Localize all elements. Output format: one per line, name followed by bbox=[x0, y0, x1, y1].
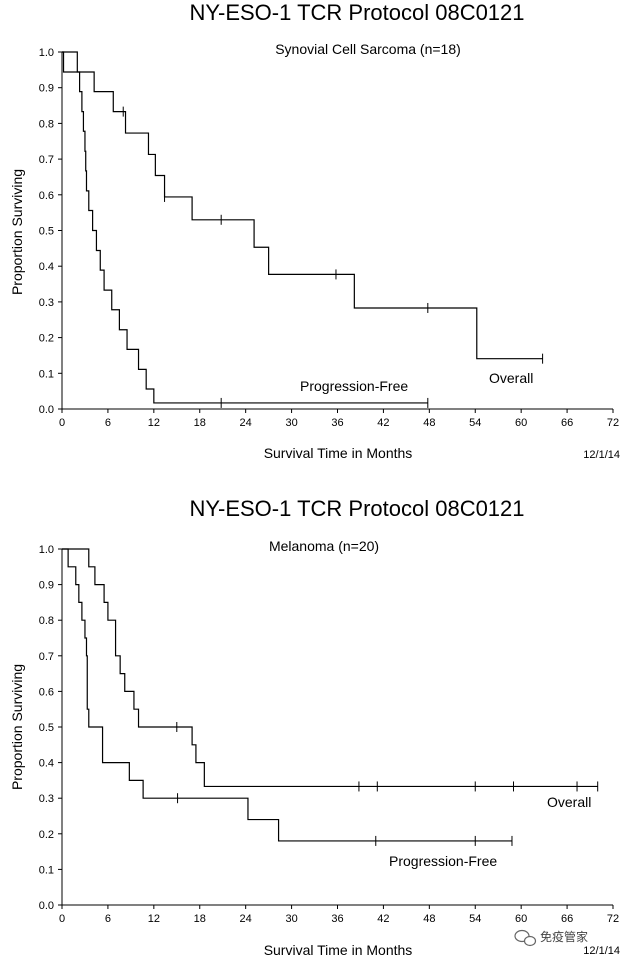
series-label-progression-free: Progression-Free bbox=[389, 853, 497, 869]
x-tick-label: 18 bbox=[194, 417, 206, 429]
x-tick-label: 48 bbox=[423, 913, 435, 925]
y-tick-label: 0.1 bbox=[39, 368, 54, 380]
watermark-text: 免疫管家 bbox=[540, 929, 588, 944]
x-tick-label: 12 bbox=[148, 417, 160, 429]
axis-ticks: 0 6 12 18 24 30 36 42 48 54 60 66 72 0.0 0.1 0.2 0.3 0.4 0… bbox=[39, 47, 619, 429]
y-tick-label: 0.4 bbox=[39, 758, 54, 770]
survival-curves bbox=[62, 51, 544, 408]
watermark: 免疫管家 bbox=[514, 929, 588, 947]
y-tick-label: 1.0 bbox=[39, 47, 54, 59]
curve-overall bbox=[62, 51, 543, 360]
chart-subtitle: Synovial Cell Sarcoma (n=18) bbox=[275, 41, 461, 57]
series-label-overall: Overall bbox=[547, 794, 591, 810]
x-axis-label: Survival Time in Months bbox=[264, 942, 413, 958]
x-tick-label: 30 bbox=[285, 913, 297, 925]
chart-subtitle: Melanoma (n=20) bbox=[269, 538, 379, 554]
chart-date: 12/1/14 bbox=[583, 945, 620, 957]
y-tick-label: 0.5 bbox=[39, 226, 54, 238]
chart-synovial: NY-ESO-1 TCR Protocol 08C0121 Synovial C… bbox=[9, 0, 620, 461]
x-tick-label: 6 bbox=[105, 913, 111, 925]
x-tick-label: 72 bbox=[607, 913, 619, 925]
curve-progression-free bbox=[62, 548, 512, 842]
axis-ticks: 0 6 12 18 24 30 36 42 48 54 60 66 72 0.0 0.1 0.2 0.3 0.4 0… bbox=[39, 544, 619, 925]
chart-date: 12/1/14 bbox=[583, 449, 620, 461]
x-tick-label: 12 bbox=[148, 913, 160, 925]
y-tick-label: 0.0 bbox=[39, 404, 54, 416]
x-tick-label: 60 bbox=[515, 913, 527, 925]
y-tick-label: 0.7 bbox=[39, 154, 54, 166]
series-label-overall: Overall bbox=[489, 370, 533, 386]
y-tick-label: 0.3 bbox=[39, 297, 54, 309]
y-tick-label: 0.8 bbox=[39, 615, 54, 627]
x-tick-label: 36 bbox=[331, 913, 343, 925]
wechat-icon bbox=[514, 929, 537, 947]
y-tick-label: 0.3 bbox=[39, 793, 54, 805]
series-label-progression-free: Progression-Free bbox=[300, 378, 408, 394]
x-tick-label: 72 bbox=[607, 417, 619, 429]
y-tick-label: 0.9 bbox=[39, 83, 54, 95]
x-tick-label: 18 bbox=[194, 913, 206, 925]
x-tick-label: 24 bbox=[240, 417, 252, 429]
y-tick-label: 0.2 bbox=[39, 333, 54, 345]
chart-title: NY-ESO-1 TCR Protocol 08C0121 bbox=[189, 496, 524, 521]
x-tick-label: 54 bbox=[469, 417, 481, 429]
x-tick-label: 6 bbox=[105, 417, 111, 429]
curve-progression-free bbox=[62, 51, 428, 404]
x-tick-label: 54 bbox=[469, 913, 481, 925]
x-axis-label: Survival Time in Months bbox=[264, 445, 413, 461]
x-tick-label: 48 bbox=[423, 417, 435, 429]
x-tick-label: 0 bbox=[59, 913, 65, 925]
chart-title: NY-ESO-1 TCR Protocol 08C0121 bbox=[189, 0, 524, 25]
y-axis-label: Proportion Surviving bbox=[9, 169, 25, 295]
x-tick-label: 66 bbox=[561, 913, 573, 925]
x-tick-label: 42 bbox=[377, 417, 389, 429]
y-tick-label: 0.2 bbox=[39, 829, 54, 841]
y-tick-label: 1.0 bbox=[39, 544, 54, 556]
x-tick-label: 24 bbox=[240, 913, 252, 925]
x-tick-label: 42 bbox=[377, 913, 389, 925]
y-tick-label: 0.5 bbox=[39, 722, 54, 734]
y-tick-label: 0.6 bbox=[39, 686, 54, 698]
x-tick-label: 60 bbox=[515, 417, 527, 429]
y-tick-label: 0.1 bbox=[39, 864, 54, 876]
y-tick-label: 0.0 bbox=[39, 900, 54, 912]
x-tick-label: 30 bbox=[285, 417, 297, 429]
y-tick-label: 0.8 bbox=[39, 118, 54, 130]
x-tick-label: 0 bbox=[59, 417, 65, 429]
chart-melanoma: NY-ESO-1 TCR Protocol 08C0121 Melanoma (… bbox=[9, 496, 620, 958]
y-axis-label: Proportion Surviving bbox=[9, 664, 25, 790]
x-tick-label: 66 bbox=[561, 417, 573, 429]
y-tick-label: 0.6 bbox=[39, 190, 54, 202]
y-tick-label: 0.7 bbox=[39, 651, 54, 663]
survival-curves bbox=[62, 548, 599, 846]
curve-overall bbox=[62, 548, 598, 788]
y-tick-label: 0.9 bbox=[39, 580, 54, 592]
y-tick-label: 0.4 bbox=[39, 261, 54, 273]
x-tick-label: 36 bbox=[331, 417, 343, 429]
